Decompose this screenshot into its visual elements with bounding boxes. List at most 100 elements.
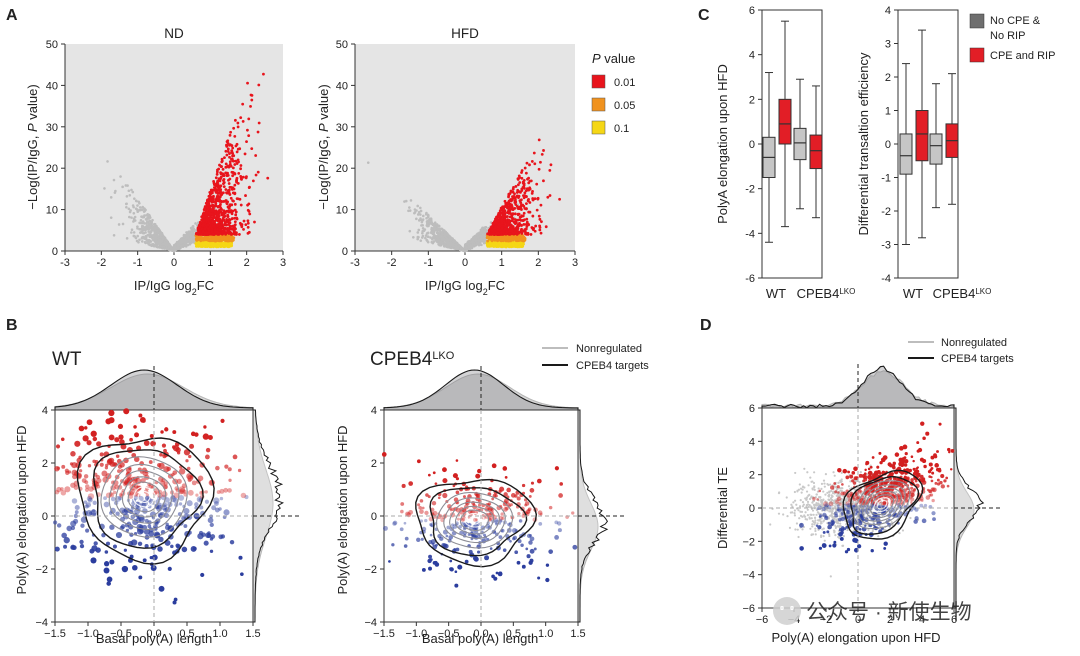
- point-ns: [474, 236, 477, 240]
- point-ns: [145, 227, 149, 231]
- point-ns: [139, 218, 143, 222]
- point-p001: [236, 125, 240, 129]
- point-ns: [440, 227, 443, 231]
- y-axis-label: −Log(IP/IgG, P value): [316, 84, 331, 209]
- point-p005: [199, 239, 203, 243]
- point-ns: [427, 224, 430, 228]
- point-ns: [412, 235, 415, 239]
- point-p001: [221, 167, 225, 171]
- point-p001: [222, 209, 226, 213]
- point-p001: [544, 225, 548, 229]
- point-p001: [520, 224, 523, 227]
- x-tick-label: 3: [572, 257, 578, 269]
- p-value-legend-title: P value: [592, 51, 635, 66]
- point-ns: [147, 214, 151, 218]
- point-p001: [540, 153, 544, 156]
- point-p001: [525, 225, 529, 228]
- point-ns: [436, 231, 440, 235]
- point-p005: [217, 236, 221, 240]
- point-p001: [522, 211, 526, 215]
- point-p001: [232, 187, 236, 191]
- point-ns: [425, 211, 428, 215]
- point-ns: [448, 234, 451, 238]
- point-p001: [204, 212, 208, 216]
- point-ns: [119, 175, 122, 178]
- point-ns: [403, 200, 406, 203]
- point-p001: [512, 195, 516, 198]
- point-p001: [222, 185, 226, 189]
- point-ns: [174, 248, 177, 252]
- point-p001: [227, 210, 231, 214]
- point-p001: [226, 205, 230, 209]
- x-axis-label: IP/IgG log2FC: [425, 278, 505, 297]
- point-p001: [233, 202, 237, 206]
- point-p001: [231, 159, 235, 163]
- point-ns: [124, 202, 128, 206]
- point-p001: [207, 228, 211, 232]
- point-ns: [173, 244, 177, 248]
- point-p001: [213, 186, 216, 189]
- x-tick-label: 1: [207, 257, 213, 269]
- point-ns: [470, 245, 473, 249]
- point-p001: [247, 117, 251, 121]
- point-p001: [535, 182, 539, 186]
- point-ns: [103, 187, 106, 190]
- point-p001: [525, 161, 529, 165]
- point-p001: [203, 206, 207, 210]
- point-p001: [210, 204, 213, 208]
- point-p001: [206, 207, 210, 211]
- point-p001: [215, 172, 219, 176]
- point-ns: [162, 245, 166, 248]
- point-p001: [531, 198, 535, 202]
- y-tick-label: 20: [336, 163, 348, 175]
- p-value-legend: P value 0.01 0.05 0.1: [591, 51, 635, 135]
- point-p001: [536, 196, 540, 200]
- point-p001: [262, 72, 265, 76]
- point-p001: [216, 183, 220, 186]
- point-p001: [224, 230, 227, 234]
- point-p001: [231, 191, 235, 195]
- point-p001: [517, 212, 521, 216]
- point-ns: [475, 238, 479, 242]
- point-ns: [448, 241, 451, 245]
- point-p001: [507, 200, 511, 204]
- point-p001: [514, 200, 518, 204]
- point-p001: [504, 205, 508, 209]
- point-p01: [501, 243, 505, 247]
- point-ns: [135, 239, 139, 243]
- point-p01: [227, 244, 231, 247]
- plot-title: HFD: [451, 26, 479, 41]
- point-p001: [245, 140, 248, 144]
- point-p001: [205, 231, 209, 235]
- point-p001: [516, 218, 520, 222]
- point-p005: [197, 236, 201, 240]
- point-p001: [503, 224, 507, 228]
- point-ns: [166, 247, 170, 251]
- point-ns: [169, 247, 173, 251]
- point-p005: [215, 235, 219, 239]
- point-ns: [460, 246, 464, 250]
- point-ns: [142, 236, 146, 240]
- point-p001: [214, 184, 218, 188]
- point-ns: [180, 244, 183, 247]
- point-p001: [518, 176, 522, 179]
- point-p001: [202, 215, 206, 219]
- plot-area-bg: [355, 44, 575, 251]
- point-p001: [520, 232, 524, 235]
- point-p001: [511, 212, 515, 216]
- point-p001: [239, 175, 243, 178]
- point-ns: [420, 220, 424, 224]
- point-p001: [530, 160, 534, 163]
- panel-letter-c: C: [698, 7, 710, 24]
- point-p001: [239, 177, 243, 181]
- point-ns: [422, 229, 426, 233]
- point-ns: [140, 240, 144, 243]
- point-ns: [136, 210, 139, 214]
- point-p001: [232, 199, 235, 203]
- point-ns: [150, 228, 154, 232]
- point-p001: [218, 231, 222, 235]
- point-p001: [215, 170, 219, 174]
- point-ns: [126, 184, 129, 187]
- point-ns: [433, 223, 436, 226]
- point-p001: [242, 227, 245, 231]
